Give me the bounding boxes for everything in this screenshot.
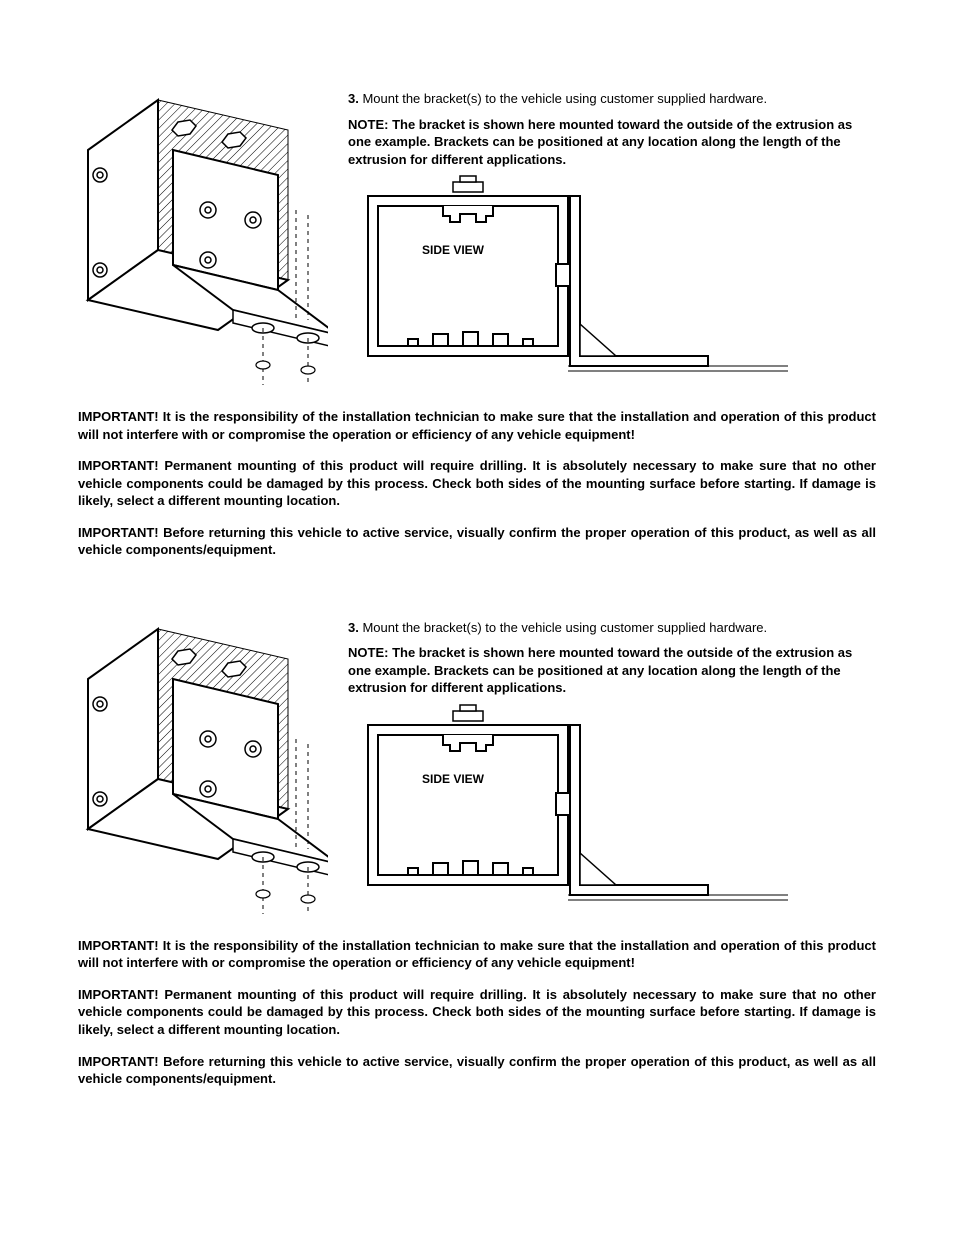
bracket-isometric-figure xyxy=(78,619,328,919)
important-text: Permanent mounting of this product will … xyxy=(78,987,876,1037)
step-text: Mount the bracket(s) to the vehicle usin… xyxy=(362,620,767,635)
important-group: IMPORTANT! It is the responsibility of t… xyxy=(78,408,876,559)
step-3: 3. Mount the bracket(s) to the vehicle u… xyxy=(348,90,876,108)
important-label: IMPORTANT! xyxy=(78,525,159,540)
important-group: IMPORTANT! It is the responsibility of t… xyxy=(78,937,876,1088)
note-text: The bracket is shown here mounted toward… xyxy=(348,645,852,695)
important-2: IMPORTANT! Permanent mounting of this pr… xyxy=(78,986,876,1039)
important-text: Permanent mounting of this product will … xyxy=(78,458,876,508)
step-3: 3. Mount the bracket(s) to the vehicle u… xyxy=(348,619,876,637)
bracket-isometric-figure xyxy=(78,90,328,390)
top-row: 3. Mount the bracket(s) to the vehicle u… xyxy=(78,90,876,390)
note-label: NOTE: xyxy=(348,645,388,660)
note-label: NOTE: xyxy=(348,117,388,132)
important-text: It is the responsibility of the installa… xyxy=(78,938,876,971)
important-label: IMPORTANT! xyxy=(78,458,159,473)
side-view-label: SIDE VIEW xyxy=(422,772,485,786)
important-1: IMPORTANT! It is the responsibility of t… xyxy=(78,937,876,972)
note: NOTE: The bracket is shown here mounted … xyxy=(348,644,876,697)
important-label: IMPORTANT! xyxy=(78,987,159,1002)
instruction-block: 3. Mount the bracket(s) to the vehicle u… xyxy=(78,90,876,559)
top-row: 3. Mount the bracket(s) to the vehicle u… xyxy=(78,619,876,919)
bracket-side-view-figure: SIDE VIEW xyxy=(348,174,808,384)
important-2: IMPORTANT! Permanent mounting of this pr… xyxy=(78,457,876,510)
instruction-block: 3. Mount the bracket(s) to the vehicle u… xyxy=(78,619,876,1088)
note: NOTE: The bracket is shown here mounted … xyxy=(348,116,876,169)
step-number: 3. xyxy=(348,620,359,635)
text-column: 3. Mount the bracket(s) to the vehicle u… xyxy=(328,90,876,384)
text-column: 3. Mount the bracket(s) to the vehicle u… xyxy=(328,619,876,913)
important-text: Before returning this vehicle to active … xyxy=(78,1054,876,1087)
important-text: Before returning this vehicle to active … xyxy=(78,525,876,558)
important-text: It is the responsibility of the installa… xyxy=(78,409,876,442)
important-3: IMPORTANT! Before returning this vehicle… xyxy=(78,524,876,559)
step-text: Mount the bracket(s) to the vehicle usin… xyxy=(362,91,767,106)
page: 3. Mount the bracket(s) to the vehicle u… xyxy=(0,0,954,1188)
side-view-label: SIDE VIEW xyxy=(422,243,485,257)
note-text: The bracket is shown here mounted toward… xyxy=(348,117,852,167)
step-number: 3. xyxy=(348,91,359,106)
bracket-side-view-figure: SIDE VIEW xyxy=(348,703,808,913)
important-label: IMPORTANT! xyxy=(78,938,159,953)
important-1: IMPORTANT! It is the responsibility of t… xyxy=(78,408,876,443)
important-label: IMPORTANT! xyxy=(78,1054,159,1069)
important-label: IMPORTANT! xyxy=(78,409,159,424)
important-3: IMPORTANT! Before returning this vehicle… xyxy=(78,1053,876,1088)
